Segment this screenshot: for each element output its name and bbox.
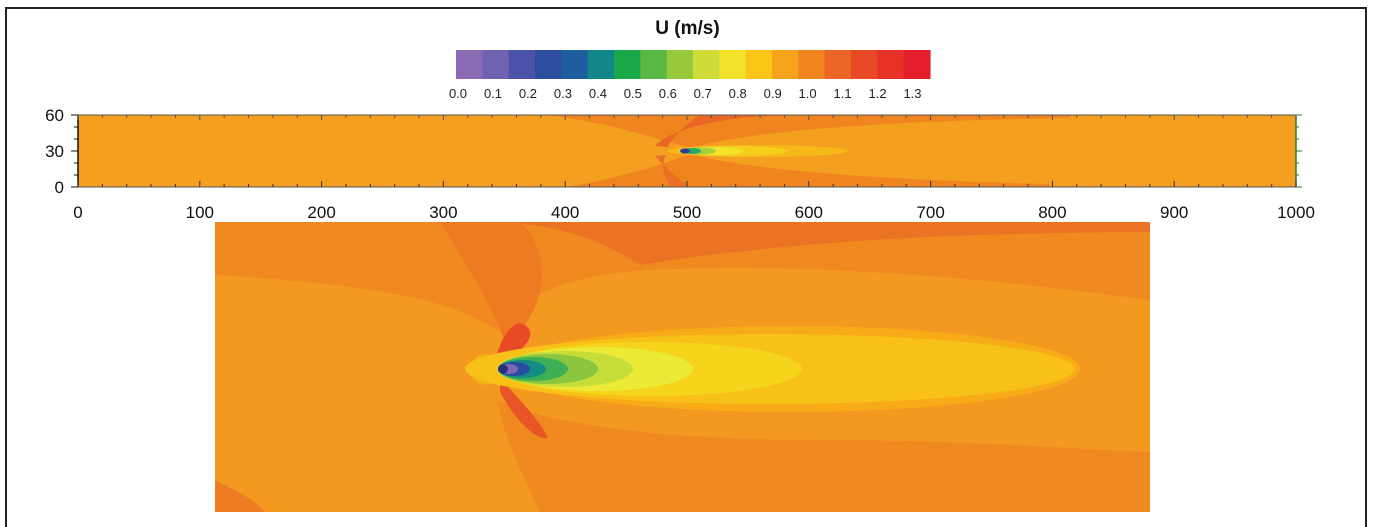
- colorbar-tick-label: 1.3: [903, 86, 921, 101]
- colorbar-swatch: [693, 50, 720, 79]
- x-tick-label: 700: [916, 203, 944, 222]
- colorbar-swatch: [587, 50, 615, 79]
- colorbar-tick-labels: 0.0 0.1 0.2 0.3 0.4 0.5 0.6 0.7 0.8 0.9 1.0 1.1 1.2 1…: [449, 86, 922, 101]
- colorbar-swatch: [719, 50, 747, 79]
- colorbar-swatch: [535, 50, 562, 79]
- colorbar-tick-label: 0.8: [729, 86, 747, 101]
- zoom-lower-red-lobe: [500, 378, 548, 439]
- x-tick-label: 300: [429, 203, 457, 222]
- x-tick-label: 800: [1038, 203, 1066, 222]
- domain-lower-accel-band: [565, 154, 1050, 187]
- colorbar-swatch: [903, 50, 931, 79]
- colorbar-tick-label: 0.6: [659, 86, 677, 101]
- colorbar-tick-label: 0.5: [624, 86, 642, 101]
- x-tick-label: 200: [307, 203, 335, 222]
- colorbar-tick-label: 0.2: [519, 86, 537, 101]
- colorbar-swatch: [772, 50, 799, 79]
- domain-lower-red-lobe: [655, 155, 690, 186]
- colorbar-tick-label: 0.3: [554, 86, 572, 101]
- colorbar-swatch: [851, 50, 878, 79]
- x-tick-label: 600: [795, 203, 823, 222]
- x-tick-label: 500: [673, 203, 701, 222]
- colorbar-swatch: [877, 50, 905, 79]
- colorbar-tick-label: 0.1: [484, 86, 502, 101]
- zoom-lower-band: [497, 400, 1150, 512]
- y-tick-label: 0: [55, 178, 64, 197]
- zoom-upper-band: [215, 222, 1150, 330]
- colorbar-swatch: [508, 50, 536, 79]
- colorbar-tick-label: 0.9: [764, 86, 782, 101]
- x-tick-label: 900: [1160, 203, 1188, 222]
- domain-upper-red-lobe: [655, 115, 800, 147]
- zoom-obstacle: [498, 364, 508, 374]
- colorbar-swatch: [640, 50, 668, 79]
- domain-obstacle: [680, 148, 690, 154]
- full-domain-contour-plot: 0 100 200 300 400 500 600 700 800 900 1000 0 30 60: [45, 106, 1315, 222]
- y-axis: 0 30 60: [45, 106, 1302, 197]
- x-axis: 0 100 200 300 400 500 600 700 800 900 1000: [73, 115, 1315, 222]
- colorbar-tick-label: 1.1: [834, 86, 852, 101]
- domain-upper-accel-band: [545, 115, 1070, 148]
- colorbar-tick-label: 0.0: [449, 86, 467, 101]
- zoomed-wake-contour-plot: [215, 222, 1150, 512]
- x-tick-label: 0: [73, 203, 82, 222]
- colorbar-swatch: [745, 50, 773, 79]
- zoom-lower-left-band: [215, 480, 265, 512]
- colorbar-tick-label: 1.2: [869, 86, 887, 101]
- colorbar-tick-label: 0.4: [589, 86, 607, 101]
- colorbar-tick-label: 0.7: [694, 86, 712, 101]
- colorbar-tick-label: 1.0: [799, 86, 817, 101]
- colorbar-swatch: [614, 50, 641, 79]
- x-tick-label: 400: [551, 203, 579, 222]
- y-tick-label: 60: [45, 106, 64, 125]
- x-tick-label: 1000: [1277, 203, 1315, 222]
- colorbar: [456, 50, 931, 79]
- colorbar-swatch: [482, 50, 510, 79]
- colorbar-swatch: [798, 50, 826, 79]
- colorbar-swatch: [824, 50, 852, 79]
- y-tick-label: 30: [45, 142, 64, 161]
- colorbar-swatch: [666, 50, 694, 79]
- colorbar-title: U (m/s): [655, 18, 720, 39]
- colorbar-swatch: [561, 50, 589, 79]
- zoom-upper-diagonal-band: [440, 222, 543, 345]
- x-tick-label: 100: [186, 203, 214, 222]
- zoom-upper-dark-band: [480, 222, 1150, 265]
- colorbar-swatch: [456, 50, 483, 79]
